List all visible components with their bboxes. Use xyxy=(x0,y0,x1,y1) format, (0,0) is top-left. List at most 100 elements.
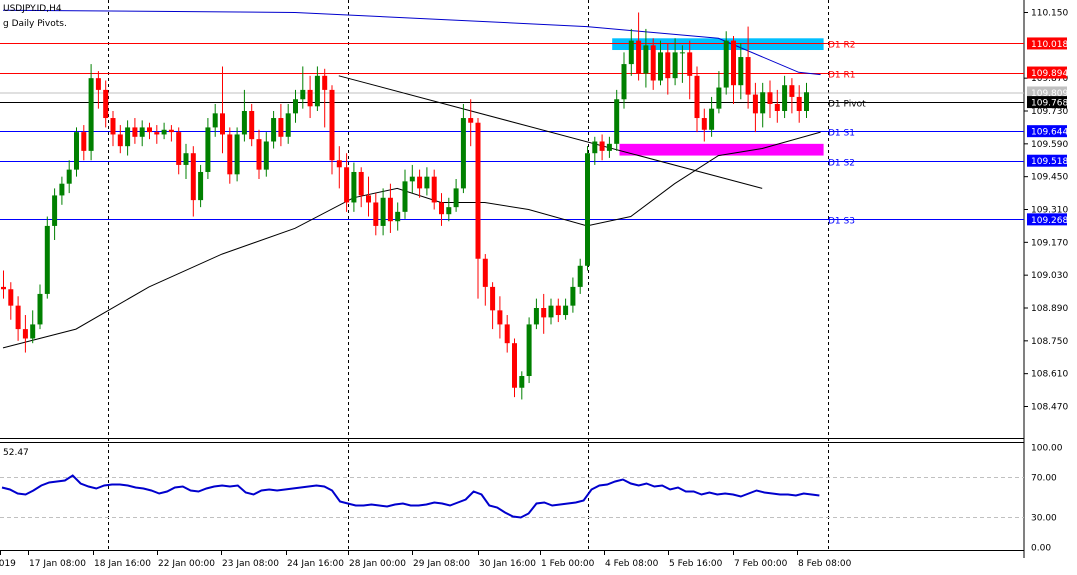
time-tick-label: 28 Jan 00:00 xyxy=(349,559,406,569)
candle-body xyxy=(570,286,576,306)
oscillator-value-label: 52.47 xyxy=(3,448,29,458)
moving-average-slow xyxy=(2,9,821,76)
candle-body xyxy=(154,132,160,135)
candle-body xyxy=(125,127,131,147)
candle-body xyxy=(66,169,72,184)
candle-body xyxy=(468,118,474,123)
candle-body xyxy=(621,64,627,100)
candle-body xyxy=(271,118,277,142)
candle-body xyxy=(679,52,685,54)
price-badge-label: 109.768 xyxy=(1031,99,1068,109)
price-tick-label: 109.310 xyxy=(1031,206,1068,216)
candle-body xyxy=(409,176,415,182)
candle-body xyxy=(475,122,481,259)
indicator-label: g Daily Pivots. xyxy=(3,19,67,29)
candle-body xyxy=(176,132,182,165)
candle-body xyxy=(446,207,452,215)
candle-body xyxy=(658,52,663,81)
price-badge xyxy=(1027,125,1067,138)
time-tick-label: 22 Jan 00:00 xyxy=(158,559,215,569)
candle-body xyxy=(161,129,167,135)
candle-body xyxy=(52,195,58,226)
candle-body xyxy=(665,52,671,79)
candle-body xyxy=(117,134,123,147)
oscillator-line xyxy=(1,474,820,519)
candle-body xyxy=(453,188,459,208)
candle-body xyxy=(59,183,65,196)
candle-body xyxy=(168,129,174,133)
candle-body xyxy=(504,324,510,344)
candle-body xyxy=(789,85,795,97)
time-tick-label: 1 Feb 00:00 xyxy=(541,559,595,569)
candle-body xyxy=(767,92,773,104)
candle-body xyxy=(74,132,79,170)
candle-body xyxy=(563,305,569,316)
candle-body xyxy=(526,324,532,377)
candle-body xyxy=(417,176,423,189)
price-tick-label: 108.470 xyxy=(1031,403,1068,413)
candle-body xyxy=(460,118,466,189)
candle-body xyxy=(358,171,364,196)
candle-body xyxy=(731,40,736,86)
candle-body xyxy=(293,99,298,114)
price-badge-label: 109.894 xyxy=(1031,69,1068,79)
price-badge xyxy=(1027,96,1067,109)
candle-body xyxy=(395,211,401,222)
candle-body xyxy=(366,195,371,203)
candle-body xyxy=(482,258,488,287)
candle-body xyxy=(439,202,444,215)
pivot-label: D1 S1 xyxy=(828,129,855,139)
candle-body xyxy=(88,78,94,151)
pivot-label: D1 R1 xyxy=(828,71,856,81)
candle-body xyxy=(220,113,225,135)
candle-body xyxy=(672,52,678,79)
candle-body xyxy=(263,141,269,170)
time-tick-label: 24 Jan 16:00 xyxy=(287,559,344,569)
candle-body xyxy=(541,308,547,318)
candle-body xyxy=(110,118,116,135)
symbol-label: USDJPY.ID,H4 xyxy=(3,4,62,14)
candle-body xyxy=(132,127,138,137)
candle-body xyxy=(37,293,43,325)
price-tick-label: 108.750 xyxy=(1031,337,1068,347)
time-tick-label: 23 Jan 08:00 xyxy=(222,559,279,569)
candle-body xyxy=(782,85,788,111)
candle-body xyxy=(628,40,634,65)
candle-body xyxy=(278,118,284,137)
time-tick-label: 8 Feb 08:00 xyxy=(798,559,852,569)
time-tick-label: 17 Jan 08:00 xyxy=(29,559,86,569)
candle-body xyxy=(701,118,707,130)
candle-body xyxy=(606,143,612,151)
candle-body xyxy=(30,324,36,339)
osc-tick-label: 30.00 xyxy=(1031,514,1057,524)
price-tick-label: 109.450 xyxy=(1031,173,1068,183)
candle-body xyxy=(212,113,218,128)
candle-body xyxy=(183,153,189,165)
price-badge-label: 109.809 xyxy=(1031,89,1068,99)
candle-body xyxy=(636,40,642,74)
candle-body xyxy=(577,265,583,287)
price-tick-label: 109.030 xyxy=(1031,271,1068,281)
candle-body xyxy=(555,305,561,316)
candle-body xyxy=(723,40,729,88)
pivot-label: D1 R2 xyxy=(828,41,856,51)
candle-body xyxy=(198,171,204,201)
candle-body xyxy=(694,75,700,119)
price-badge xyxy=(1027,37,1067,50)
candle-body xyxy=(336,160,342,168)
candle-body xyxy=(241,111,247,135)
price-badge-label: 109.518 xyxy=(1031,157,1068,167)
candle-body xyxy=(599,141,605,151)
price-tick-label: 108.610 xyxy=(1031,370,1068,380)
price-badge xyxy=(1027,66,1067,79)
candle-body xyxy=(533,308,539,325)
osc-tick-label: 70.00 xyxy=(1031,474,1057,484)
pivot-label: D1 S3 xyxy=(828,217,855,227)
candle-body xyxy=(139,127,145,137)
candle-body xyxy=(585,153,590,266)
price-tick-label: 110.150 xyxy=(1031,9,1068,19)
price-tick-label: 109.730 xyxy=(1031,107,1068,117)
candle-body xyxy=(548,305,554,318)
candle-body xyxy=(285,113,291,137)
